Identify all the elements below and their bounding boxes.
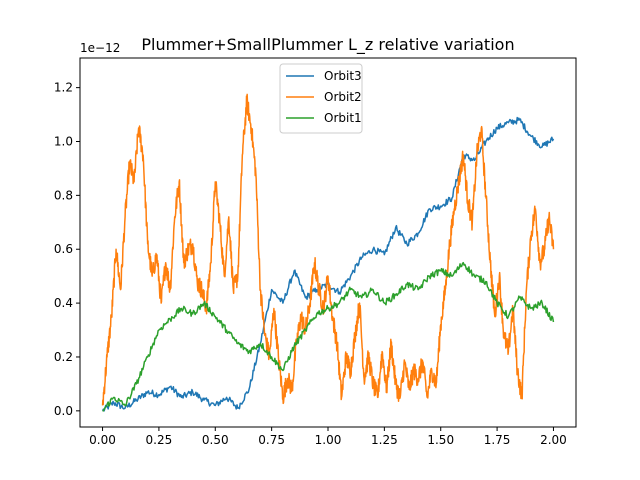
x-tick-label: 1.75	[484, 433, 511, 447]
x-tick-label: 0.50	[202, 433, 229, 447]
y-axis-ticks: 0.0 0.2 0.4 0.6 0.8 1.0 1.2	[54, 81, 80, 418]
legend: Orbit3 Orbit2 Orbit1	[279, 63, 363, 134]
x-tick-label: 0.00	[89, 433, 116, 447]
y-tick-label: 0.0	[54, 404, 73, 418]
x-tick-label: 1.00	[315, 433, 342, 447]
legend-box	[279, 63, 363, 134]
series-line-orbit1	[102, 261, 555, 412]
y-tick-label: 0.8	[54, 188, 73, 202]
axes-frame	[79, 57, 577, 428]
y-tick-label: 1.2	[54, 81, 73, 95]
x-tick-label: 0.25	[146, 433, 173, 447]
x-tick-label: 1.25	[371, 433, 398, 447]
chart-title: Plummer+SmallPlummer L_z relative variat…	[141, 35, 514, 55]
series-line-orbit2	[101, 93, 555, 406]
y-tick-label: 1.0	[54, 134, 73, 148]
x-tick-label: 2.00	[540, 433, 567, 447]
y-tick-label: 0.4	[54, 296, 73, 310]
series-layer	[101, 93, 555, 412]
legend-label-orbit1: Orbit1	[324, 111, 362, 125]
x-tick-label: 0.75	[258, 433, 285, 447]
y-tick-label: 0.2	[54, 350, 73, 364]
x-tick-label: 1.50	[427, 433, 454, 447]
y-offset-text: 1e−12	[80, 41, 120, 55]
legend-label-orbit2: Orbit2	[324, 90, 362, 104]
y-tick-label: 0.6	[54, 242, 73, 256]
legend-label-orbit3: Orbit3	[324, 69, 362, 83]
x-axis-ticks: 0.00 0.25 0.50 0.75 1.00 1.25 1.50 1.75 2.00	[89, 427, 567, 447]
